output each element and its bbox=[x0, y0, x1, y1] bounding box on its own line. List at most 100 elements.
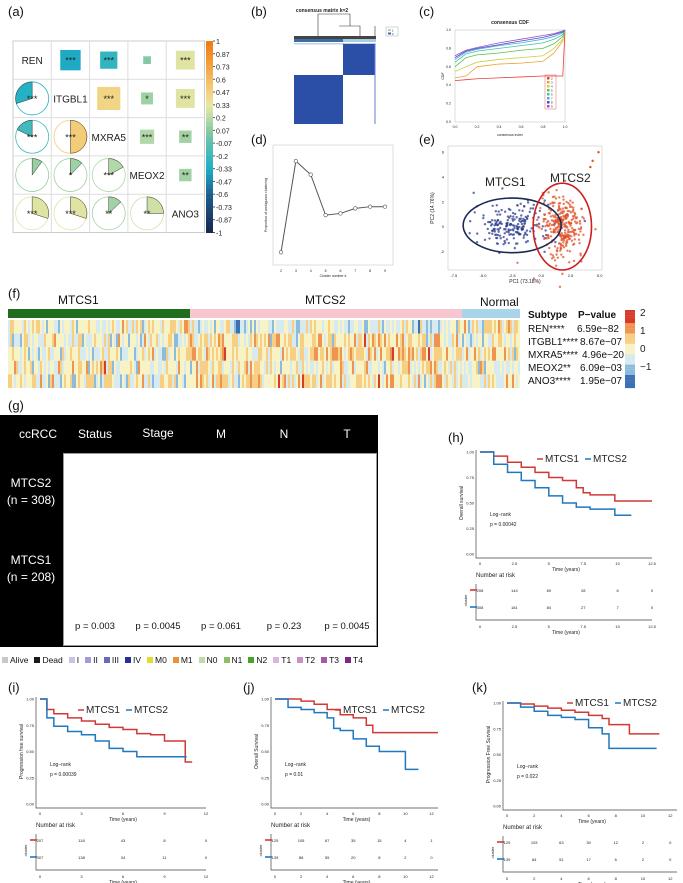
km-xlabel: Time (years) bbox=[552, 567, 580, 573]
heatmap-cell bbox=[380, 333, 383, 348]
pca-point-mtcs2 bbox=[570, 239, 574, 242]
pca-point-mtcs1 bbox=[503, 210, 507, 213]
pca-point-mtcs2 bbox=[573, 211, 576, 215]
pca-point-mtcs1 bbox=[516, 231, 519, 235]
heatmap-cell bbox=[122, 347, 125, 361]
heatmap-cell bbox=[484, 347, 487, 361]
heatmap-cell bbox=[274, 347, 277, 361]
colorbar-segment bbox=[625, 354, 635, 357]
heatmap-cell bbox=[248, 360, 251, 375]
heatmap-cell bbox=[400, 347, 403, 361]
heatmap-cell bbox=[52, 360, 55, 375]
legend-item: N1 bbox=[223, 655, 242, 665]
heatmap-cell bbox=[292, 333, 295, 348]
heatmap-cell bbox=[340, 333, 343, 348]
pca-point-mtcs1 bbox=[524, 220, 527, 223]
heatmap-cell bbox=[166, 360, 169, 375]
risk-title: Number at risk bbox=[271, 823, 311, 829]
km-axes bbox=[502, 701, 677, 811]
heatmap-cell bbox=[354, 360, 357, 375]
heatmap-cell bbox=[352, 374, 355, 388]
heatmap-cell bbox=[452, 360, 455, 375]
risk-title: Number at risk bbox=[476, 573, 516, 579]
colorbar-tick-label: 0.07 bbox=[216, 128, 230, 135]
km-axes bbox=[475, 450, 652, 559]
risk-count: 55 bbox=[325, 855, 330, 860]
heatmap-cell bbox=[106, 360, 109, 375]
column-header: M bbox=[216, 427, 226, 441]
heatmap-cell bbox=[44, 360, 47, 375]
x-tick-label: -2.5 bbox=[509, 273, 517, 278]
heatmap-cell bbox=[310, 347, 313, 361]
colorbar-tick-label: 0.73 bbox=[216, 65, 230, 72]
heatmap-cell bbox=[26, 333, 29, 348]
heatmap-cell bbox=[514, 360, 517, 375]
pca-point-mtcs1 bbox=[494, 236, 498, 240]
significance-stars: ** bbox=[105, 209, 113, 219]
heatmap-cell bbox=[258, 360, 261, 375]
heatmap-cell bbox=[492, 374, 495, 388]
colorbar-tick-label: −1 bbox=[640, 362, 652, 373]
heatmap-cell bbox=[100, 347, 103, 361]
heatmap-cell bbox=[80, 360, 83, 375]
heatmap-cell bbox=[70, 374, 73, 388]
legend-label: 9 bbox=[551, 105, 553, 109]
heatmap-cell bbox=[506, 374, 509, 388]
heatmap-cell bbox=[436, 333, 439, 348]
heatmap-cell bbox=[444, 360, 447, 375]
heatmap-cell bbox=[336, 320, 339, 334]
gene-pvalue: 4.96e−20 bbox=[582, 350, 624, 361]
x-tick-label: 5.0 bbox=[597, 273, 603, 278]
row-count: (n = 308) bbox=[6, 493, 56, 507]
heatmap-cell bbox=[22, 360, 25, 375]
heatmap-cell bbox=[124, 347, 127, 361]
heatmap-cell bbox=[260, 347, 263, 361]
heatmap-cell bbox=[490, 374, 493, 388]
colorbar-segment bbox=[206, 213, 213, 219]
heatmap-cell bbox=[176, 374, 179, 388]
heatmap-cell bbox=[360, 374, 363, 388]
heatmap-cell bbox=[110, 333, 113, 348]
heatmap-cell bbox=[126, 333, 129, 348]
heatmap-cell bbox=[32, 360, 35, 375]
heatmap-cell bbox=[284, 374, 287, 388]
pca-point-mtcs1 bbox=[507, 229, 511, 232]
heatmap-cell bbox=[36, 360, 39, 375]
heatmap-cell bbox=[292, 320, 295, 334]
heatmap-cell bbox=[54, 360, 57, 375]
heatmap-cell bbox=[330, 360, 333, 375]
heatmap-cell bbox=[92, 374, 95, 388]
pca-point-mtcs2 bbox=[565, 244, 568, 248]
colorbar-segment bbox=[206, 227, 213, 233]
heatmap-cell bbox=[456, 360, 459, 375]
panel-label-f: (f) bbox=[8, 286, 21, 301]
cluster-bar-2 bbox=[343, 39, 376, 42]
heatmap-cell bbox=[384, 374, 387, 388]
risk-count: 63 bbox=[559, 840, 564, 845]
heatmap-cell bbox=[62, 347, 65, 361]
pca-point-mtcs2 bbox=[563, 231, 567, 235]
ellipse-mtcs1 bbox=[462, 197, 562, 254]
risk-count: 6 bbox=[616, 588, 619, 593]
heatmap-cell bbox=[430, 333, 433, 348]
panel-label-h: (h) bbox=[448, 430, 464, 445]
heatmap-cell bbox=[504, 333, 507, 348]
heatmap-cell bbox=[218, 360, 221, 375]
heatmap-cell bbox=[300, 320, 303, 334]
heatmap-cell bbox=[74, 333, 77, 348]
heatmap-cell bbox=[248, 347, 251, 361]
heatmap-cell bbox=[50, 374, 53, 388]
heatmap-cell bbox=[262, 347, 265, 361]
heatmap-cell bbox=[98, 374, 101, 388]
heatmap-cell bbox=[30, 320, 33, 334]
cdf-line-k6 bbox=[454, 29, 566, 63]
heatmap-cell bbox=[198, 360, 201, 375]
km-ylabel: Progression Free Survival bbox=[486, 726, 492, 784]
x-tick-label: -7.5 bbox=[450, 273, 458, 278]
pca-point-mtcs1 bbox=[494, 209, 498, 213]
heatmap-cell bbox=[236, 320, 239, 334]
legend-label: 4 bbox=[551, 85, 553, 89]
pca-point-mtcs1 bbox=[511, 224, 515, 227]
km-axes bbox=[270, 697, 438, 809]
heatmap-cell bbox=[488, 347, 491, 361]
